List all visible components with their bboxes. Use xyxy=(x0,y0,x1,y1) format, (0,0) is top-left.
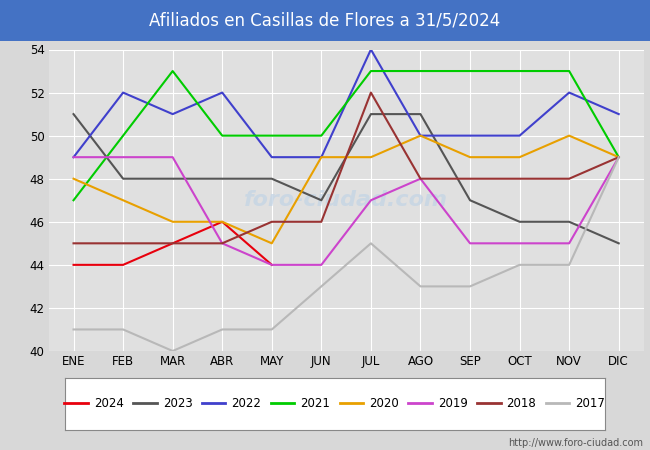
Legend: 2024, 2023, 2022, 2021, 2020, 2019, 2018, 2017: 2024, 2023, 2022, 2021, 2020, 2019, 2018… xyxy=(60,393,610,415)
Text: http://www.foro-ciudad.com: http://www.foro-ciudad.com xyxy=(508,438,644,448)
Text: Afiliados en Casillas de Flores a 31/5/2024: Afiliados en Casillas de Flores a 31/5/2… xyxy=(150,11,500,29)
Text: foro-ciudad.com: foro-ciudad.com xyxy=(244,190,448,210)
